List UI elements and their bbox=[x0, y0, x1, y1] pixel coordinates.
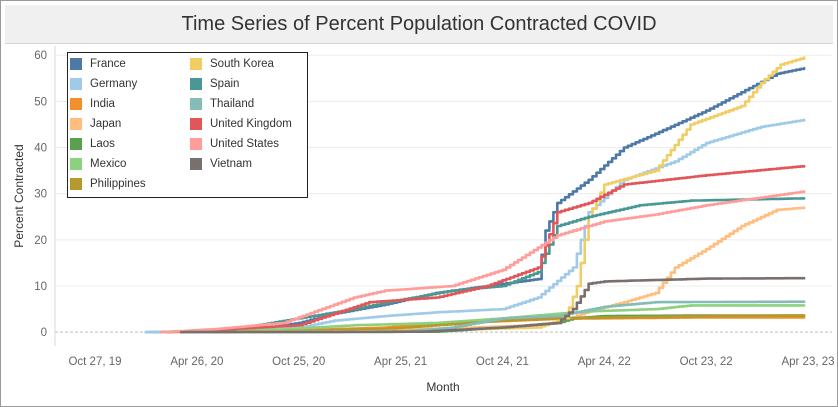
legend-swatch bbox=[70, 98, 82, 110]
legend-swatch bbox=[70, 138, 82, 150]
series-line-vietnam bbox=[179, 276, 806, 334]
x-tick-label: Oct 25, 20 bbox=[272, 356, 325, 368]
legend-label: India bbox=[90, 98, 115, 110]
x-tick-label: Apr 23, 23 bbox=[781, 356, 834, 368]
legend-swatch bbox=[190, 98, 202, 110]
legend-label: South Korea bbox=[210, 58, 274, 70]
legend-swatch bbox=[190, 158, 202, 170]
x-tick-label: Apr 26, 20 bbox=[170, 356, 223, 368]
legend-label: United States bbox=[210, 138, 280, 150]
legend-swatch bbox=[190, 78, 202, 90]
legend-label: United Kingdom bbox=[210, 118, 292, 130]
legend-label: Germany bbox=[90, 78, 138, 90]
legend-swatch bbox=[190, 138, 202, 150]
x-tick-label: Apr 25, 21 bbox=[374, 356, 427, 368]
y-axis-title: Percent Contracted bbox=[12, 144, 26, 247]
legend-swatch bbox=[190, 118, 202, 130]
series-line-united-kingdom bbox=[160, 164, 806, 334]
y-tick-label: 50 bbox=[34, 96, 47, 108]
x-axis-title: Month bbox=[426, 380, 459, 394]
y-tick-label: 30 bbox=[34, 189, 47, 201]
legend-swatch bbox=[190, 58, 202, 70]
legend-swatch bbox=[70, 78, 82, 90]
legend-swatch bbox=[70, 178, 82, 190]
legend-label: Thailand bbox=[210, 98, 255, 110]
legend-swatch bbox=[70, 118, 82, 130]
series-line-spain bbox=[160, 197, 806, 334]
legend-label: Laos bbox=[90, 138, 115, 150]
x-tick-label: Oct 27, 19 bbox=[68, 356, 121, 368]
legend-label: Japan bbox=[90, 118, 122, 130]
y-tick-label: 60 bbox=[34, 50, 47, 62]
legend-label: Vietnam bbox=[210, 158, 252, 170]
y-tick-label: 0 bbox=[41, 327, 47, 339]
legend-swatch bbox=[70, 58, 82, 70]
series-line-mexico bbox=[179, 304, 806, 334]
legend-label: Mexico bbox=[90, 158, 127, 170]
y-tick-label: 20 bbox=[34, 235, 47, 247]
title-bar: Time Series of Percent Population Contra… bbox=[5, 5, 833, 44]
x-tick-label: Oct 24, 21 bbox=[476, 356, 529, 368]
x-tick-label: Apr 24, 22 bbox=[578, 356, 631, 368]
legend-label: Philippines bbox=[90, 178, 146, 190]
series-line-japan bbox=[160, 206, 806, 334]
x-tick-label: Oct 23, 22 bbox=[680, 356, 733, 368]
y-tick-label: 10 bbox=[34, 281, 47, 293]
y-tick-label: 40 bbox=[34, 143, 47, 155]
legend-label: France bbox=[90, 58, 126, 70]
legend: France Germany India Japan Laos Mexico Philipp… bbox=[67, 52, 308, 198]
chart-title: Time Series of Percent Population Contra… bbox=[181, 13, 657, 35]
legend-label: Spain bbox=[210, 78, 240, 90]
legend-swatch bbox=[70, 158, 82, 170]
series-line-united-states bbox=[160, 190, 806, 334]
